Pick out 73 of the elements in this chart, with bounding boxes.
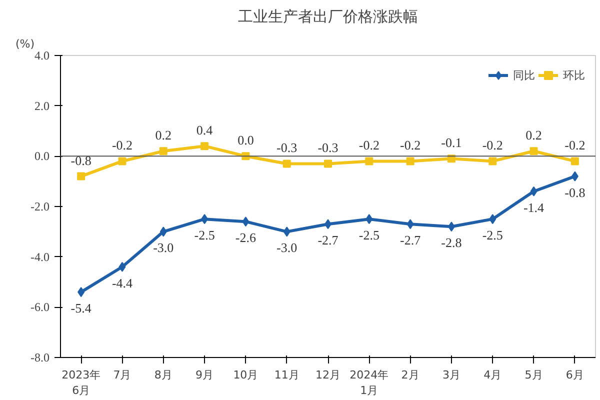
point xyxy=(283,226,290,237)
x-tick-label: 6月 xyxy=(566,368,584,382)
x-tick-label: 11月 xyxy=(274,368,300,382)
x-tick-label: 12月 xyxy=(316,368,340,382)
y-axis-title: (%) xyxy=(16,38,35,50)
x-tick-label: 2023年 6月 xyxy=(62,368,101,398)
point xyxy=(365,157,374,166)
data-label: 0.0 xyxy=(238,132,254,148)
point xyxy=(366,214,373,224)
point xyxy=(159,147,168,156)
data-label: -3.0 xyxy=(153,240,174,256)
point xyxy=(282,160,291,168)
data-label: -2.7 xyxy=(318,232,339,248)
data-label: -0.2 xyxy=(400,138,421,153)
data-label: -0.2 xyxy=(482,138,503,153)
data-label: 0.4 xyxy=(196,122,214,138)
legend-label: 同比 xyxy=(513,68,535,82)
data-label: -2.8 xyxy=(441,235,462,250)
legend-label: 环比 xyxy=(563,68,585,82)
data-label: -0.3 xyxy=(318,140,338,156)
data-label: -0.2 xyxy=(358,138,380,153)
data-label: -0.8 xyxy=(70,152,92,168)
data-label: -0.2 xyxy=(564,138,586,153)
point xyxy=(406,219,414,230)
point xyxy=(406,157,414,166)
data-label: -1.4 xyxy=(523,200,545,215)
data-label: -4.4 xyxy=(112,275,134,290)
point xyxy=(201,214,208,224)
point xyxy=(118,262,126,272)
y-tick-label: 2.0 xyxy=(34,98,50,113)
x-tick-label: 5月 xyxy=(524,368,543,382)
data-label: -2.7 xyxy=(400,232,422,248)
point xyxy=(118,157,126,166)
y-tick-label: 0.0 xyxy=(34,149,50,164)
data-label: 0.2 xyxy=(155,128,172,143)
point xyxy=(324,160,332,168)
x-tick-label: 3月 xyxy=(442,368,460,382)
y-tick-label: -4.0 xyxy=(30,250,50,264)
x-tick-label: 8月 xyxy=(154,368,172,382)
point xyxy=(200,142,209,150)
data-label: -2.6 xyxy=(235,230,256,246)
data-label: -0.3 xyxy=(276,140,298,156)
point xyxy=(448,222,455,232)
x-tick-label: 7月 xyxy=(113,368,132,382)
data-label: -2.5 xyxy=(194,228,215,243)
point xyxy=(77,172,86,180)
x-tick-label: 10月 xyxy=(233,368,258,382)
data-label: -3.0 xyxy=(276,240,298,256)
y-tick-label: -8.0 xyxy=(30,350,50,364)
point xyxy=(570,157,579,166)
data-label: -5.4 xyxy=(70,300,92,316)
point xyxy=(160,226,167,237)
point xyxy=(530,186,538,196)
data-label: 0.2 xyxy=(526,128,542,143)
y-tick-label: 4.0 xyxy=(34,48,50,62)
point xyxy=(530,147,538,156)
y-tick-label: -2.0 xyxy=(30,200,50,214)
x-tick-label: 9月 xyxy=(196,368,214,382)
point xyxy=(78,287,85,298)
x-tick-label: 2024年 1月 xyxy=(350,368,389,398)
point xyxy=(488,157,497,166)
point xyxy=(489,214,496,224)
chart-title: 工业生产者出厂价格涨跌幅 xyxy=(238,8,418,26)
x-tick-label: 4月 xyxy=(484,368,502,382)
point xyxy=(242,216,250,227)
data-label: -0.1 xyxy=(441,135,462,150)
x-tick-label: 2月 xyxy=(401,368,420,382)
data-label: -2.5 xyxy=(482,228,503,243)
data-label: -2.5 xyxy=(358,228,380,243)
data-label: -0.8 xyxy=(564,184,586,200)
data-label: -0.2 xyxy=(112,138,133,153)
point xyxy=(571,171,578,182)
y-tick-label: -6.0 xyxy=(30,300,50,314)
